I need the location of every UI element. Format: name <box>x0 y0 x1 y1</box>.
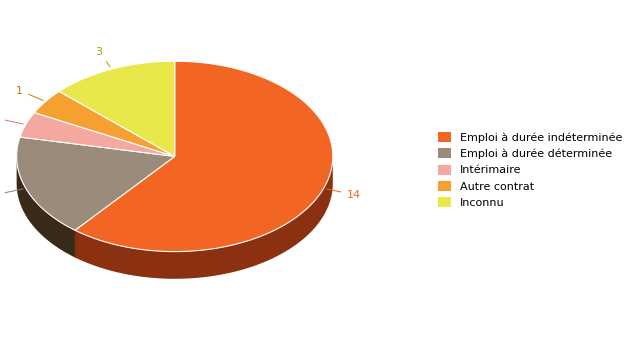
Polygon shape <box>20 113 175 156</box>
Text: 3: 3 <box>95 47 110 67</box>
Legend: Emploi à durée indéterminée, Emploi à durée déterminée, Intérimaire, Autre contr: Emploi à durée indéterminée, Emploi à du… <box>433 126 628 214</box>
Polygon shape <box>59 61 175 156</box>
Polygon shape <box>75 157 333 279</box>
Text: 1: 1 <box>16 86 43 100</box>
Polygon shape <box>75 61 333 252</box>
Polygon shape <box>17 137 175 230</box>
Text: 1: 1 <box>0 113 23 124</box>
Text: 4: 4 <box>0 189 23 200</box>
Polygon shape <box>35 91 175 156</box>
Polygon shape <box>17 157 75 257</box>
Text: 14: 14 <box>326 189 360 200</box>
